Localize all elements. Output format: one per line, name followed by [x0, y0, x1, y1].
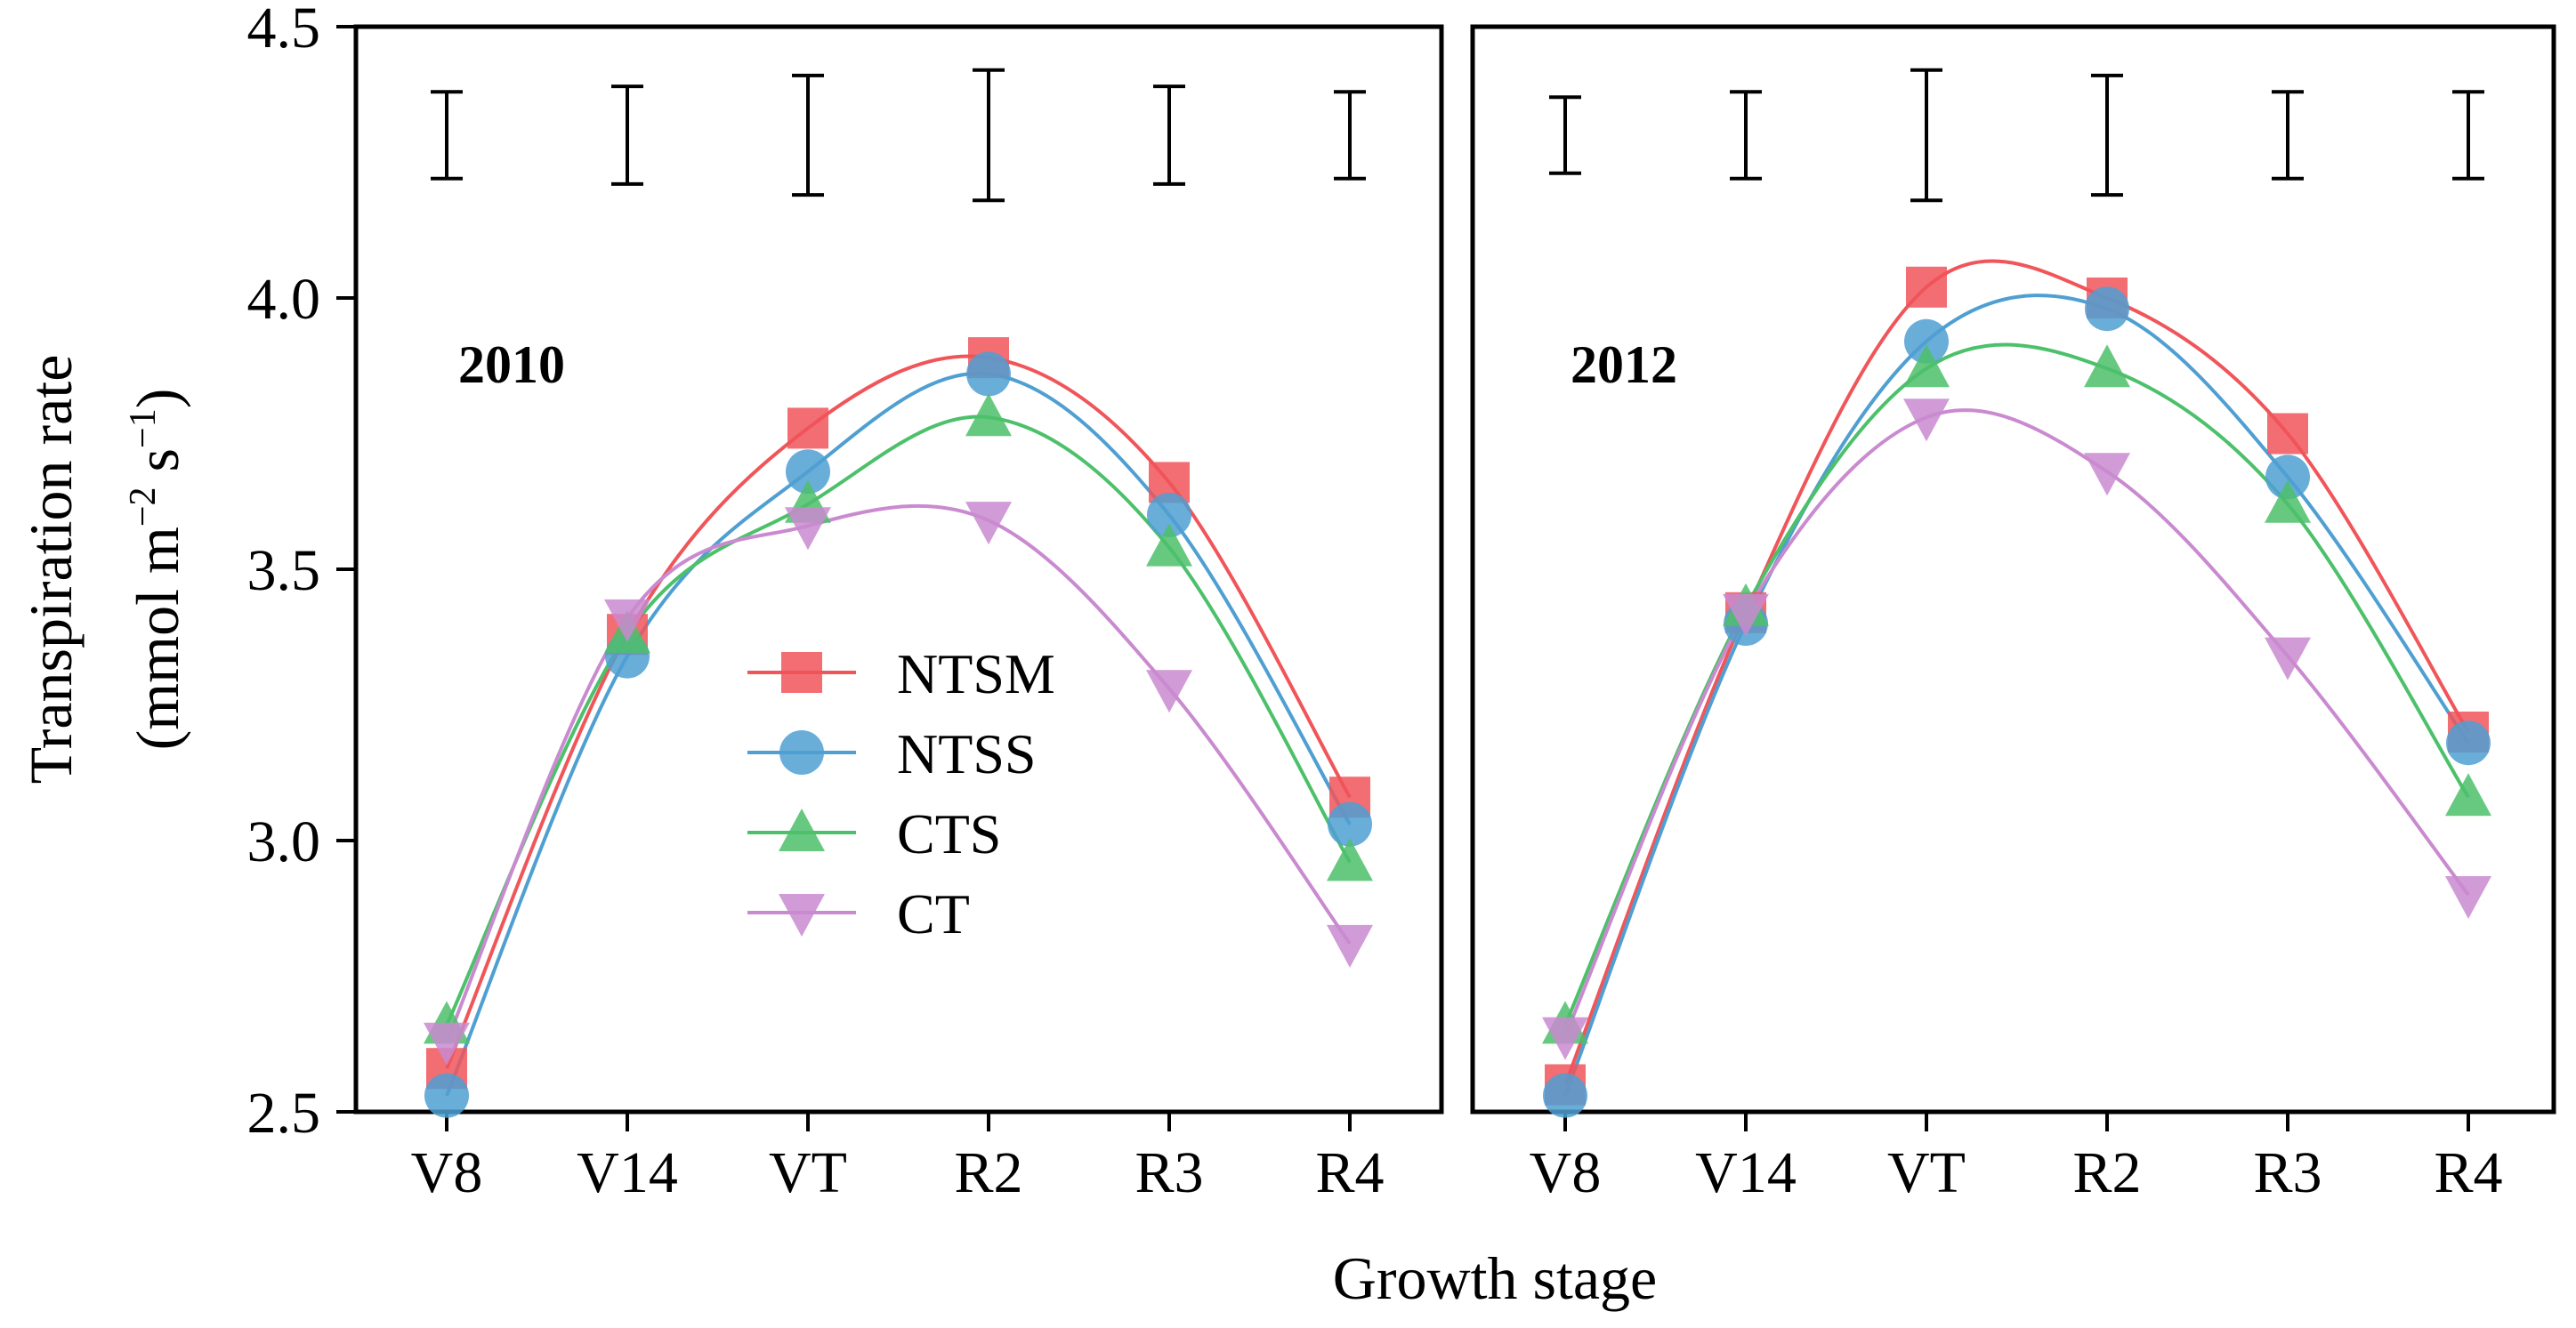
error-bar — [1549, 95, 1581, 175]
y-tick-label-4.5: 4.5 — [247, 0, 321, 60]
series-line-ct — [1563, 408, 2470, 1037]
x-tick-label-V14: V14 — [1695, 1140, 1797, 1205]
point-ntsm-vt — [787, 407, 828, 449]
series-line-ntsm — [445, 354, 1352, 1069]
series-line-cts — [1563, 342, 2470, 1026]
point-ct-r4 — [2445, 876, 2491, 919]
y-axis: 2.5 3.0 3.5 4.0 4.5 — [247, 0, 356, 1146]
x-tick-label-R3: R3 — [2253, 1140, 2322, 1205]
y-axis-title-line1: Transpiration rate — [17, 355, 85, 785]
y-axis-title-line2: (mmol m−2 s−1) — [123, 389, 191, 751]
error-bar — [611, 85, 643, 186]
point-ntss-r2 — [2085, 286, 2129, 332]
point-ct-r2 — [965, 502, 1012, 545]
point-cts-r2 — [965, 393, 1012, 437]
x-axis-title: Growth stage — [1333, 1244, 1657, 1312]
point-cts-vt — [1903, 344, 1950, 388]
y-axis-unit-c: ) — [124, 389, 191, 409]
point-ct-v14 — [604, 599, 650, 642]
x-tick-label-V14: V14 — [577, 1140, 678, 1205]
legend-marker-ntsm — [781, 652, 822, 693]
point-ct-vt — [1903, 398, 1950, 442]
x-tick-label-R4: R4 — [1315, 1140, 1384, 1205]
y-axis-unit-exp2: −1 — [123, 408, 164, 448]
x-tick-label-VT: VT — [769, 1140, 847, 1205]
legend-marker-cts — [779, 809, 825, 851]
panel-year-label: 2012 — [1571, 335, 1677, 394]
x-tick-label-V8: V8 — [411, 1140, 483, 1205]
point-cts-r4 — [2445, 773, 2491, 817]
y-axis-unit-a: (mmol m — [124, 527, 191, 750]
y-tick-label-2.5: 2.5 — [247, 1081, 321, 1146]
error-bar — [2452, 90, 2484, 181]
point-ntss-r4 — [1328, 801, 1372, 847]
y-tick-label-3.0: 3.0 — [247, 809, 321, 874]
point-cts-r4 — [1327, 838, 1373, 881]
error-bar — [1730, 90, 1762, 181]
x-tick-label-R4: R4 — [2434, 1140, 2502, 1205]
panel-2010: V8 V14 VT R2 R3 R4 2010 NTSM NTSS CTS CT — [353, 24, 1444, 1205]
series-line-ntss — [445, 371, 1352, 1097]
legend-label-ntsm: NTSM — [897, 642, 1055, 705]
panel-2012: V8 V14 VT R2 R3 R4 2012 — [1470, 24, 2556, 1205]
point-ct-r2 — [2084, 453, 2130, 496]
series-line-cts — [445, 414, 1352, 1026]
legend-label-ntss: NTSS — [897, 722, 1037, 785]
error-bar — [2091, 73, 2123, 197]
legend-marker-ct — [779, 894, 825, 937]
point-ntss-v8 — [424, 1073, 469, 1118]
point-ntsm-vt — [1906, 266, 1947, 308]
y-tick-label-4.0: 4.0 — [247, 267, 321, 332]
point-ntss-vt — [1904, 318, 1949, 364]
x-tick-label-VT: VT — [1887, 1140, 1966, 1205]
x-tick-label-R2: R2 — [2072, 1140, 2141, 1205]
error-bar — [1334, 90, 1366, 181]
error-bar — [1153, 85, 1185, 186]
point-ntsm-r3 — [2267, 413, 2308, 455]
point-ntss-v8 — [1543, 1073, 1587, 1118]
series-line-ntsm — [1563, 259, 2470, 1086]
point-ct-v14 — [1723, 593, 1769, 637]
error-bar — [1910, 68, 1942, 203]
legend: NTSM NTSS CTS CT — [747, 642, 1055, 946]
series-line-ntss — [1563, 294, 2470, 1097]
point-ct-v8 — [1542, 1017, 1588, 1060]
point-ntss-vt — [786, 449, 830, 495]
series-line-ct — [445, 503, 1352, 1042]
point-ct-r4 — [1327, 924, 1373, 968]
point-ntss-r3 — [2265, 455, 2310, 500]
plot-frame-2010 — [353, 24, 1444, 1115]
plot-frame-2012 — [1470, 24, 2556, 1115]
point-ntss-r3 — [1147, 493, 1191, 537]
x-tick-label-R2: R2 — [954, 1140, 1022, 1205]
point-ntss-r2 — [966, 351, 1011, 397]
point-cts-r2 — [2084, 344, 2130, 388]
legend-label-cts: CTS — [897, 802, 1001, 865]
y-axis-unit-b: s — [124, 448, 191, 487]
panel-year-label: 2010 — [458, 335, 565, 394]
point-ct-r3 — [1146, 670, 1192, 713]
error-bar — [973, 68, 1005, 203]
point-ct-v8 — [424, 1022, 470, 1066]
point-ct-r3 — [2265, 637, 2311, 680]
point-ct-vt — [785, 507, 831, 551]
legend-marker-ntss — [779, 730, 824, 775]
point-ntss-r4 — [2446, 720, 2491, 766]
panels-layer: V8 V14 VT R2 R3 R4 2010 NTSM NTSS CTS CT V8 V14 VT R2 R… — [353, 24, 2556, 1205]
y-axis-unit-exp1: −2 — [123, 487, 164, 527]
point-cts-r3 — [1146, 523, 1192, 567]
x-tick-label-V8: V8 — [1530, 1140, 1602, 1205]
x-tick-label-R3: R3 — [1135, 1140, 1203, 1205]
point-cts-r3 — [2265, 479, 2311, 523]
y-tick-label-3.5: 3.5 — [247, 538, 321, 603]
error-bar — [2272, 90, 2304, 181]
legend-label-ct: CT — [897, 882, 970, 946]
error-bar — [792, 73, 824, 197]
error-bar — [431, 90, 463, 181]
